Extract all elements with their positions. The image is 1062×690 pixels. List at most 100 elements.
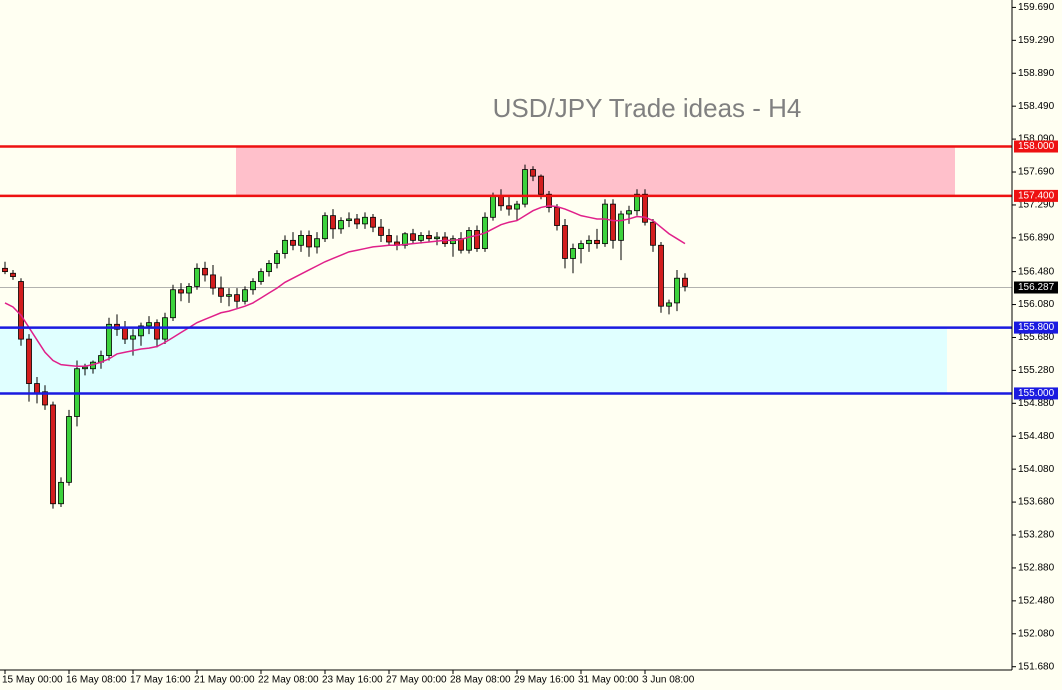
y-tick-label: 158.890	[1018, 68, 1055, 79]
chart-title: USD/JPY Trade ideas - H4	[493, 93, 802, 123]
candle-body	[682, 277, 688, 287]
candle-body	[490, 195, 496, 218]
y-tick-label: 158.090	[1018, 134, 1055, 145]
candle-body	[522, 169, 528, 205]
y-tick-label: 155.680	[1018, 332, 1055, 343]
candle-body	[546, 193, 552, 208]
candle-body	[530, 169, 536, 177]
candle-body	[138, 325, 144, 337]
candle-body	[402, 233, 408, 246]
candle-body	[202, 267, 208, 276]
current-price-box	[1014, 281, 1058, 294]
x-tick-label: 23 May 16:00	[322, 675, 383, 686]
candle-body	[154, 322, 160, 340]
candle-body	[322, 215, 328, 240]
candle-body	[266, 262, 272, 273]
candle-body	[346, 218, 352, 221]
candle-body	[298, 235, 304, 246]
y-tick-label: 152.480	[1018, 596, 1055, 607]
candle-body	[186, 286, 192, 294]
candle-body	[602, 203, 608, 245]
y-tick-label: 158.490	[1018, 101, 1055, 112]
x-tick-label: 28 May 08:00	[450, 675, 511, 686]
candle-body	[626, 210, 632, 215]
level-label: 155.000	[1018, 388, 1055, 399]
candle-body	[250, 281, 256, 291]
candle-body	[658, 244, 664, 307]
y-tick-label: 153.280	[1018, 530, 1055, 541]
candle-body	[642, 193, 648, 223]
candle-body	[458, 238, 464, 251]
level-label: 158.000	[1018, 141, 1055, 152]
candle-body	[66, 416, 72, 483]
level-label-box	[1014, 387, 1058, 400]
x-tick-label: 27 May 00:00	[386, 675, 447, 686]
y-tick-label: 156.080	[1018, 299, 1055, 310]
candle-body	[170, 289, 176, 319]
candle-body	[618, 213, 624, 241]
candle-body	[466, 230, 472, 251]
current-price-label: 156.287	[1018, 282, 1055, 293]
candle-body	[130, 335, 136, 340]
zone	[0, 327, 947, 394]
candle-body	[434, 236, 440, 240]
candle-body	[242, 289, 248, 302]
candle-body	[210, 274, 216, 289]
x-tick-label: 16 May 08:00	[66, 675, 127, 686]
candle-body	[106, 323, 112, 356]
candle-body	[418, 235, 424, 241]
candle-body	[538, 175, 544, 195]
candle-body	[26, 338, 32, 384]
candle-body	[362, 216, 368, 225]
candle-body	[426, 235, 432, 240]
y-tick-label: 156.890	[1018, 233, 1055, 244]
candle-body	[506, 205, 512, 210]
y-tick-label: 155.280	[1018, 365, 1055, 376]
candle-body	[578, 243, 584, 249]
candle-body	[378, 226, 384, 236]
candle-body	[258, 271, 264, 282]
x-tick-label: 17 May 16:00	[130, 675, 191, 686]
candle-body	[50, 404, 56, 505]
candle-body	[450, 238, 456, 245]
y-tick-label: 157.290	[1018, 200, 1055, 211]
candle-body	[282, 239, 288, 254]
candle-body	[514, 203, 520, 210]
level-label-box	[1014, 140, 1058, 153]
level-label: 157.400	[1018, 191, 1055, 202]
zone	[236, 146, 955, 196]
candle-body	[10, 272, 16, 277]
candle-body	[570, 248, 576, 259]
y-tick-label: 152.080	[1018, 628, 1055, 639]
candle-body	[42, 391, 48, 406]
candle-body	[338, 220, 344, 230]
plot	[0, 145, 1012, 509]
candle-body	[666, 302, 672, 307]
y-tick-label: 154.080	[1018, 464, 1055, 475]
candle-body	[34, 383, 40, 394]
moving-average	[4, 205, 686, 368]
candle-body	[122, 327, 128, 340]
y-tick-label: 157.690	[1018, 167, 1055, 178]
candle-body	[274, 253, 280, 264]
candle-body	[2, 267, 8, 273]
candle-body	[306, 235, 312, 248]
candle-body	[82, 366, 88, 370]
candle-body	[354, 218, 360, 225]
candle-body	[386, 235, 392, 243]
candle-body	[498, 195, 504, 207]
level-label: 155.800	[1018, 322, 1055, 333]
x-tick-label: 15 May 00:00	[2, 675, 63, 686]
candle-body	[314, 238, 320, 248]
candle-body	[586, 239, 592, 245]
x-tick-label: 31 May 00:00	[578, 675, 639, 686]
candle-body	[474, 230, 480, 249]
candle-body	[58, 481, 64, 505]
candle-body	[674, 277, 680, 304]
y-tick-label: 151.680	[1018, 661, 1055, 672]
y-tick-label: 159.690	[1018, 2, 1055, 13]
candle-body	[594, 239, 600, 245]
candle-body	[146, 322, 152, 327]
